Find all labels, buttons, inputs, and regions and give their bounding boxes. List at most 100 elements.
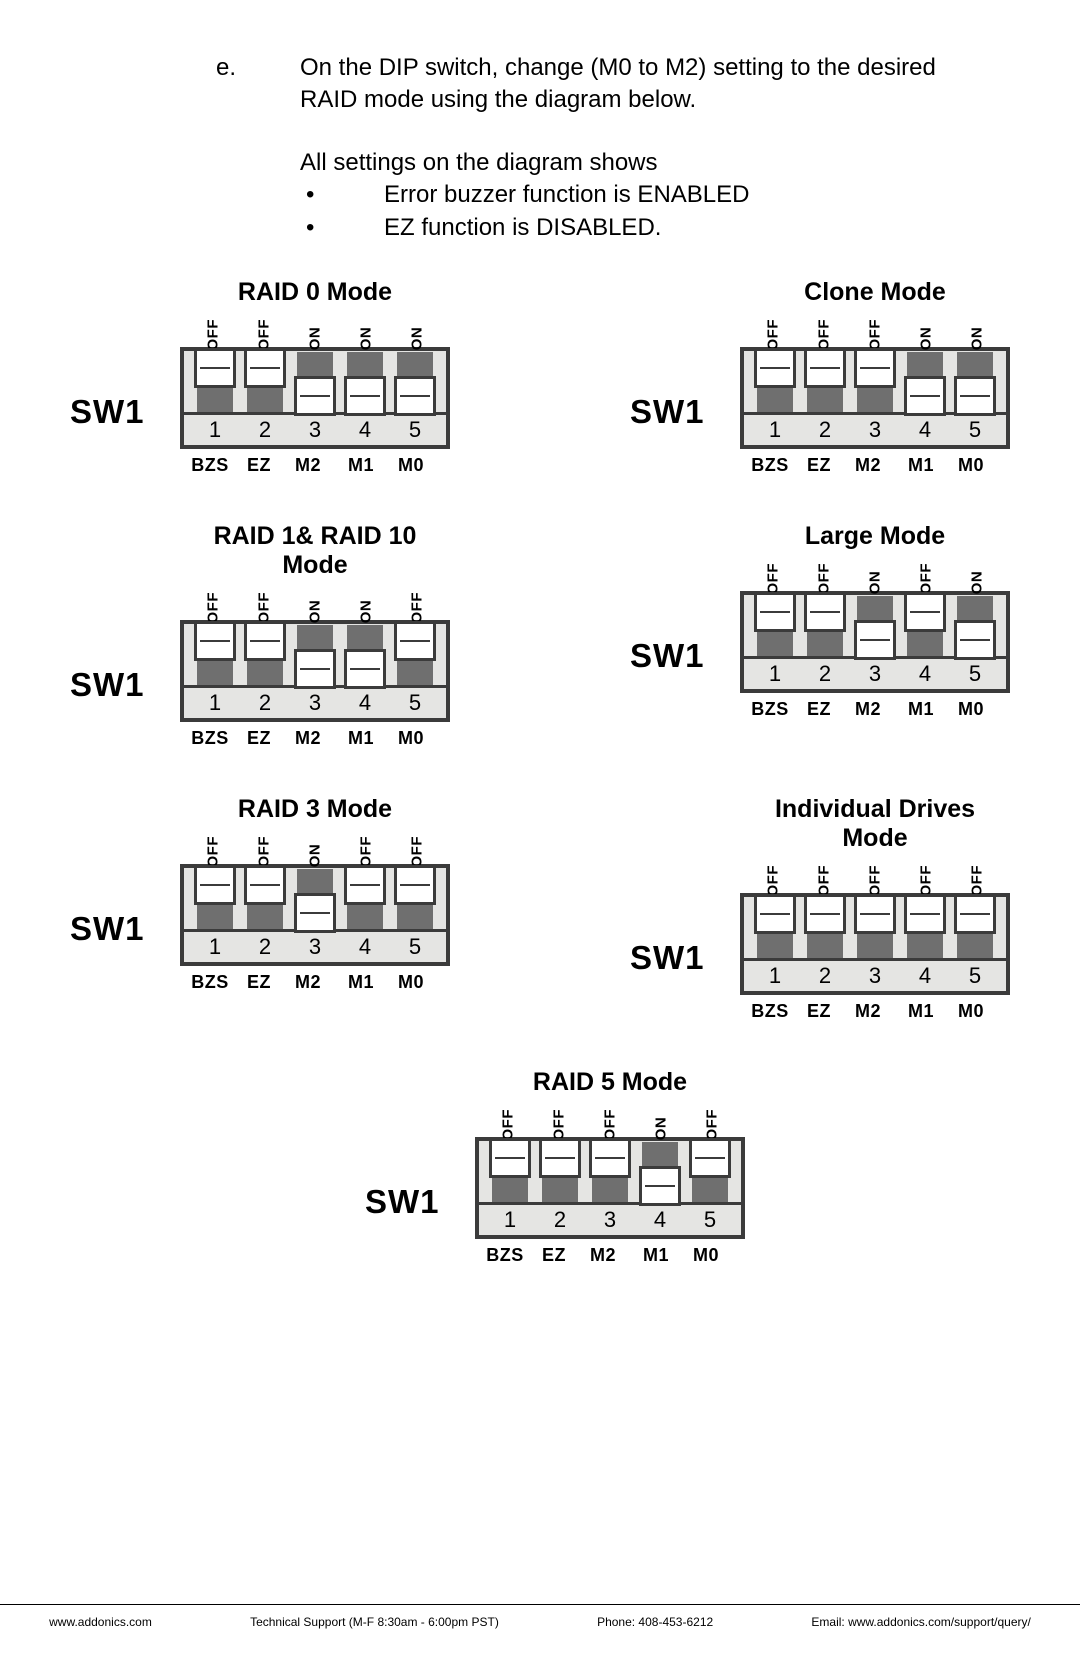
switch-bottom-label: M1	[896, 1001, 946, 1022]
footer-site: www.addonics.com	[49, 1615, 152, 1629]
switch-state-label: OFF	[703, 1117, 720, 1141]
switch-number: 5	[397, 690, 433, 716]
switch-state-label: OFF	[500, 1117, 517, 1141]
switch-bottom-label: M0	[946, 699, 996, 720]
switch-slot-2	[807, 352, 843, 412]
switch-state-label: OFF	[866, 327, 883, 351]
switch-bottom-label: BZS	[182, 728, 238, 749]
switch-number: 2	[247, 417, 283, 443]
switch-state-label: ON	[306, 844, 323, 868]
switch-slot-5	[957, 898, 993, 958]
switch-state-label: OFF	[601, 1117, 618, 1141]
switch-number: 4	[907, 661, 943, 687]
switch-slot-5	[957, 596, 993, 656]
switch-bottom-label: EZ	[238, 972, 280, 993]
switch-bottom-label: M1	[631, 1245, 681, 1266]
switch-bottom-label: EZ	[798, 1001, 840, 1022]
switch-number: 3	[297, 417, 333, 443]
mode-title: Individual Drives Mode	[630, 795, 1010, 853]
switch-number: 4	[347, 417, 383, 443]
switch-state-label: OFF	[256, 327, 273, 351]
dip-switch-diagrams: RAID 0 Mode SW1 OFFOFFONONON 12345 BZSEZ…	[70, 278, 1010, 1312]
dip-switch-box: 12345	[740, 893, 1010, 995]
switch-state-label: ON	[866, 571, 883, 595]
switch-bottom-label: BZS	[477, 1245, 533, 1266]
dip-individual: Individual Drives Mode SW1 OFFOFFOFFOFFO…	[630, 795, 1010, 1022]
switch-state-label: ON	[357, 600, 374, 624]
switch-state-label: ON	[968, 327, 985, 351]
dip-raid5: RAID 5 Mode SW1 OFF OFF OFF ON OFF 12345 BZS…	[365, 1068, 745, 1266]
switch-bottom-label: EZ	[238, 455, 280, 476]
switch-state-label: OFF	[816, 327, 833, 351]
switch-bottom-label: M2	[280, 728, 336, 749]
dip-switch-box: 12345	[740, 591, 1010, 693]
footer-phone: Phone: 408-453-6212	[597, 1615, 713, 1629]
switch-number: 1	[757, 417, 793, 443]
switch-state-label: ON	[652, 1117, 669, 1141]
mode-title: RAID 3 Mode	[70, 795, 450, 824]
switch-state-label: OFF	[968, 873, 985, 897]
switch-number: 1	[197, 690, 233, 716]
switch-slot-5	[692, 1142, 728, 1202]
switch-slot-3	[297, 869, 333, 929]
dip-switch-box: 12345	[180, 347, 450, 449]
sw1-label: SW1	[630, 601, 740, 675]
switch-slot-3	[857, 352, 893, 412]
switch-number: 4	[907, 417, 943, 443]
switch-slot-4	[642, 1142, 678, 1202]
switch-slot-1	[757, 352, 793, 412]
switch-bottom-label: M0	[386, 728, 436, 749]
step-text: On the DIP switch, change (M0 to M2) set…	[300, 52, 936, 117]
switch-number: 3	[297, 934, 333, 960]
switch-state-label: OFF	[408, 844, 425, 868]
switch-slot-1	[197, 869, 233, 929]
switch-state-label: OFF	[408, 600, 425, 624]
switch-state-label: ON	[917, 327, 934, 351]
switch-slot-5	[957, 352, 993, 412]
switch-number: 5	[957, 963, 993, 989]
switch-number: 1	[197, 417, 233, 443]
switch-bottom-label: BZS	[742, 699, 798, 720]
dip-switch-box: 12345	[180, 864, 450, 966]
switch-bottom-label: BZS	[182, 455, 238, 476]
sw1-label: SW1	[70, 357, 180, 431]
dip-raid1-10: RAID 1& RAID 10 Mode SW1 OFFOFFONONOFF 1…	[70, 522, 450, 749]
switch-number: 2	[247, 690, 283, 716]
switch-number: 1	[492, 1207, 528, 1233]
switch-state-label: OFF	[917, 571, 934, 595]
switch-state-label: OFF	[917, 873, 934, 897]
switch-number: 4	[347, 934, 383, 960]
switch-bottom-label: M1	[896, 455, 946, 476]
switch-bottom-label: M2	[840, 1001, 896, 1022]
switch-slot-2	[247, 352, 283, 412]
switch-number: 2	[807, 417, 843, 443]
switch-slot-2	[807, 898, 843, 958]
instruction-block: e. On the DIP switch, change (M0 to M2) …	[216, 52, 936, 244]
dip-switch-box: 12345	[740, 347, 1010, 449]
sw1-label: SW1	[70, 874, 180, 948]
switch-state-label: ON	[306, 327, 323, 351]
switch-number: 2	[247, 934, 283, 960]
switch-bottom-label: BZS	[742, 1001, 798, 1022]
switch-state-label: OFF	[551, 1117, 568, 1141]
sw1-label: SW1	[365, 1147, 475, 1221]
dip-raid0: RAID 0 Mode SW1 OFFOFFONONON 12345 BZSEZ…	[70, 278, 450, 476]
footer-support: Technical Support (M-F 8:30am - 6:00pm P…	[250, 1615, 499, 1629]
mode-title: RAID 0 Mode	[70, 278, 450, 307]
switch-state-label: OFF	[205, 327, 222, 351]
switch-bottom-label: M1	[336, 728, 386, 749]
mode-title: RAID 5 Mode	[365, 1068, 745, 1097]
switch-state-label: OFF	[866, 873, 883, 897]
switch-number: 5	[397, 934, 433, 960]
switch-bottom-label: M0	[946, 1001, 996, 1022]
switch-slot-3	[857, 596, 893, 656]
dip-switch-box: 12345	[475, 1137, 745, 1239]
bullet-buzzer: Error buzzer function is ENABLED	[384, 179, 749, 211]
page-footer: www.addonics.com Technical Support (M-F …	[0, 1604, 1080, 1629]
switch-bottom-label: M2	[280, 972, 336, 993]
dip-large: Large Mode SW1 OFFOFFONOFFON 12345 BZSEZ…	[630, 522, 1010, 749]
switch-bottom-label: EZ	[798, 699, 840, 720]
switch-slot-3	[857, 898, 893, 958]
switch-bottom-label: M0	[386, 972, 436, 993]
switch-number: 3	[297, 690, 333, 716]
